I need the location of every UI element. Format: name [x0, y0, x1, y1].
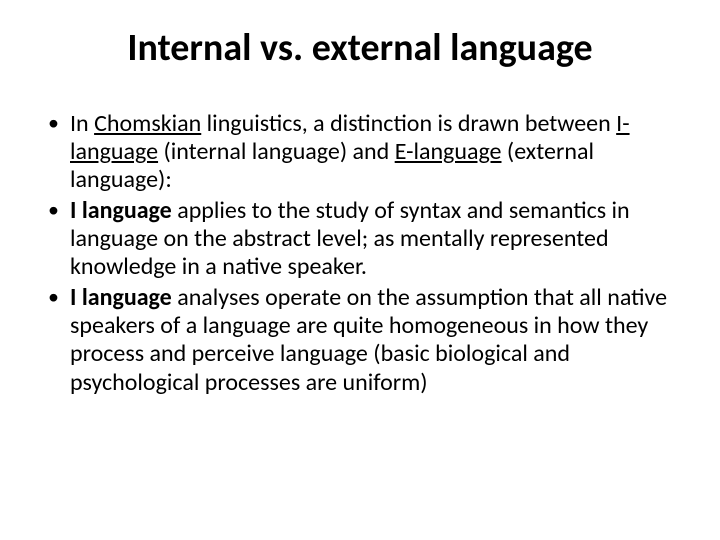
bullet-list: In Chomskian linguistics, a distinction … — [46, 110, 676, 397]
slide: Internal vs. external language In Chomsk… — [0, 0, 720, 540]
bullet-item-3: I language analyses operate on the assum… — [46, 284, 676, 397]
text-fragment: linguistics, a distinction is drawn betw… — [201, 109, 616, 138]
slide-title: Internal vs. external language — [44, 28, 676, 70]
bold-term: I language — [70, 283, 172, 312]
underlined-term-chomskian: Chomskian — [94, 109, 201, 138]
underlined-term-e-language: E-language — [395, 137, 502, 166]
bullet-item-1: In Chomskian linguistics, a distinction … — [46, 110, 676, 195]
text-fragment: (internal language) and — [158, 137, 395, 166]
text-fragment: In — [70, 109, 94, 138]
bullet-item-2: I language applies to the study of synta… — [46, 197, 676, 282]
bold-term: I language — [70, 196, 172, 225]
